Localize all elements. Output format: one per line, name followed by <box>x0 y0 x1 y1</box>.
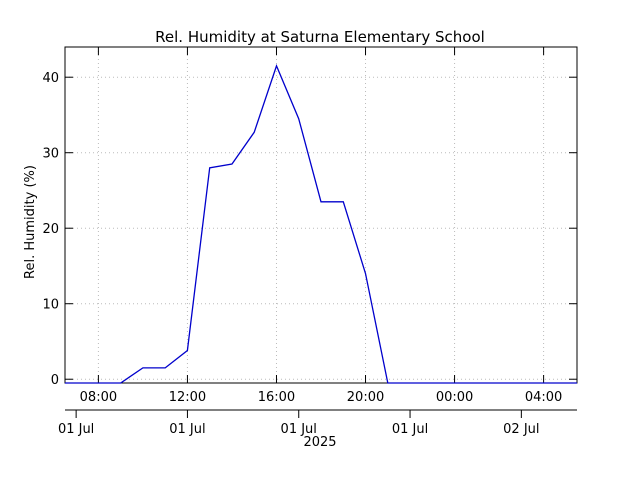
date-label: 01 Jul <box>392 422 428 437</box>
series-layer <box>65 64 577 384</box>
y-tick-label: 30 <box>42 147 59 162</box>
axis-ticks: 0 10 20 30 40 08:00 12:00 16:00 20:00 00:00 04:00 <box>42 47 577 405</box>
y-tick-label: 0 <box>51 373 59 388</box>
y-axis-label: Rel. Humidity (%) <box>23 165 38 279</box>
y-tick-label: 40 <box>42 71 59 86</box>
date-label: 01 Jul <box>58 422 94 437</box>
x-tick-label: 00:00 <box>436 390 473 405</box>
date-label: 01 Jul <box>281 422 317 437</box>
date-axis: 01 Jul 01 Jul 01 Jul 01 Jul 02 Jul <box>58 410 540 437</box>
plot-frame <box>64 46 578 384</box>
y-tick-label: 10 <box>42 298 59 313</box>
x-tick-label: 04:00 <box>525 390 562 405</box>
y-tick-label: 20 <box>42 222 59 237</box>
x-tick-label: 08:00 <box>80 390 117 405</box>
date-label: 01 Jul <box>169 422 205 437</box>
x-tick-label: 12:00 <box>169 390 206 405</box>
x-tick-label: 20:00 <box>347 390 384 405</box>
gridlines <box>65 47 577 383</box>
year-label: 2025 <box>303 435 336 450</box>
chart-title: Rel. Humidity at Saturna Elementary Scho… <box>155 28 485 46</box>
x-tick-label: 16:00 <box>258 390 295 405</box>
date-label: 02 Jul <box>503 422 539 437</box>
series-line <box>65 64 577 384</box>
